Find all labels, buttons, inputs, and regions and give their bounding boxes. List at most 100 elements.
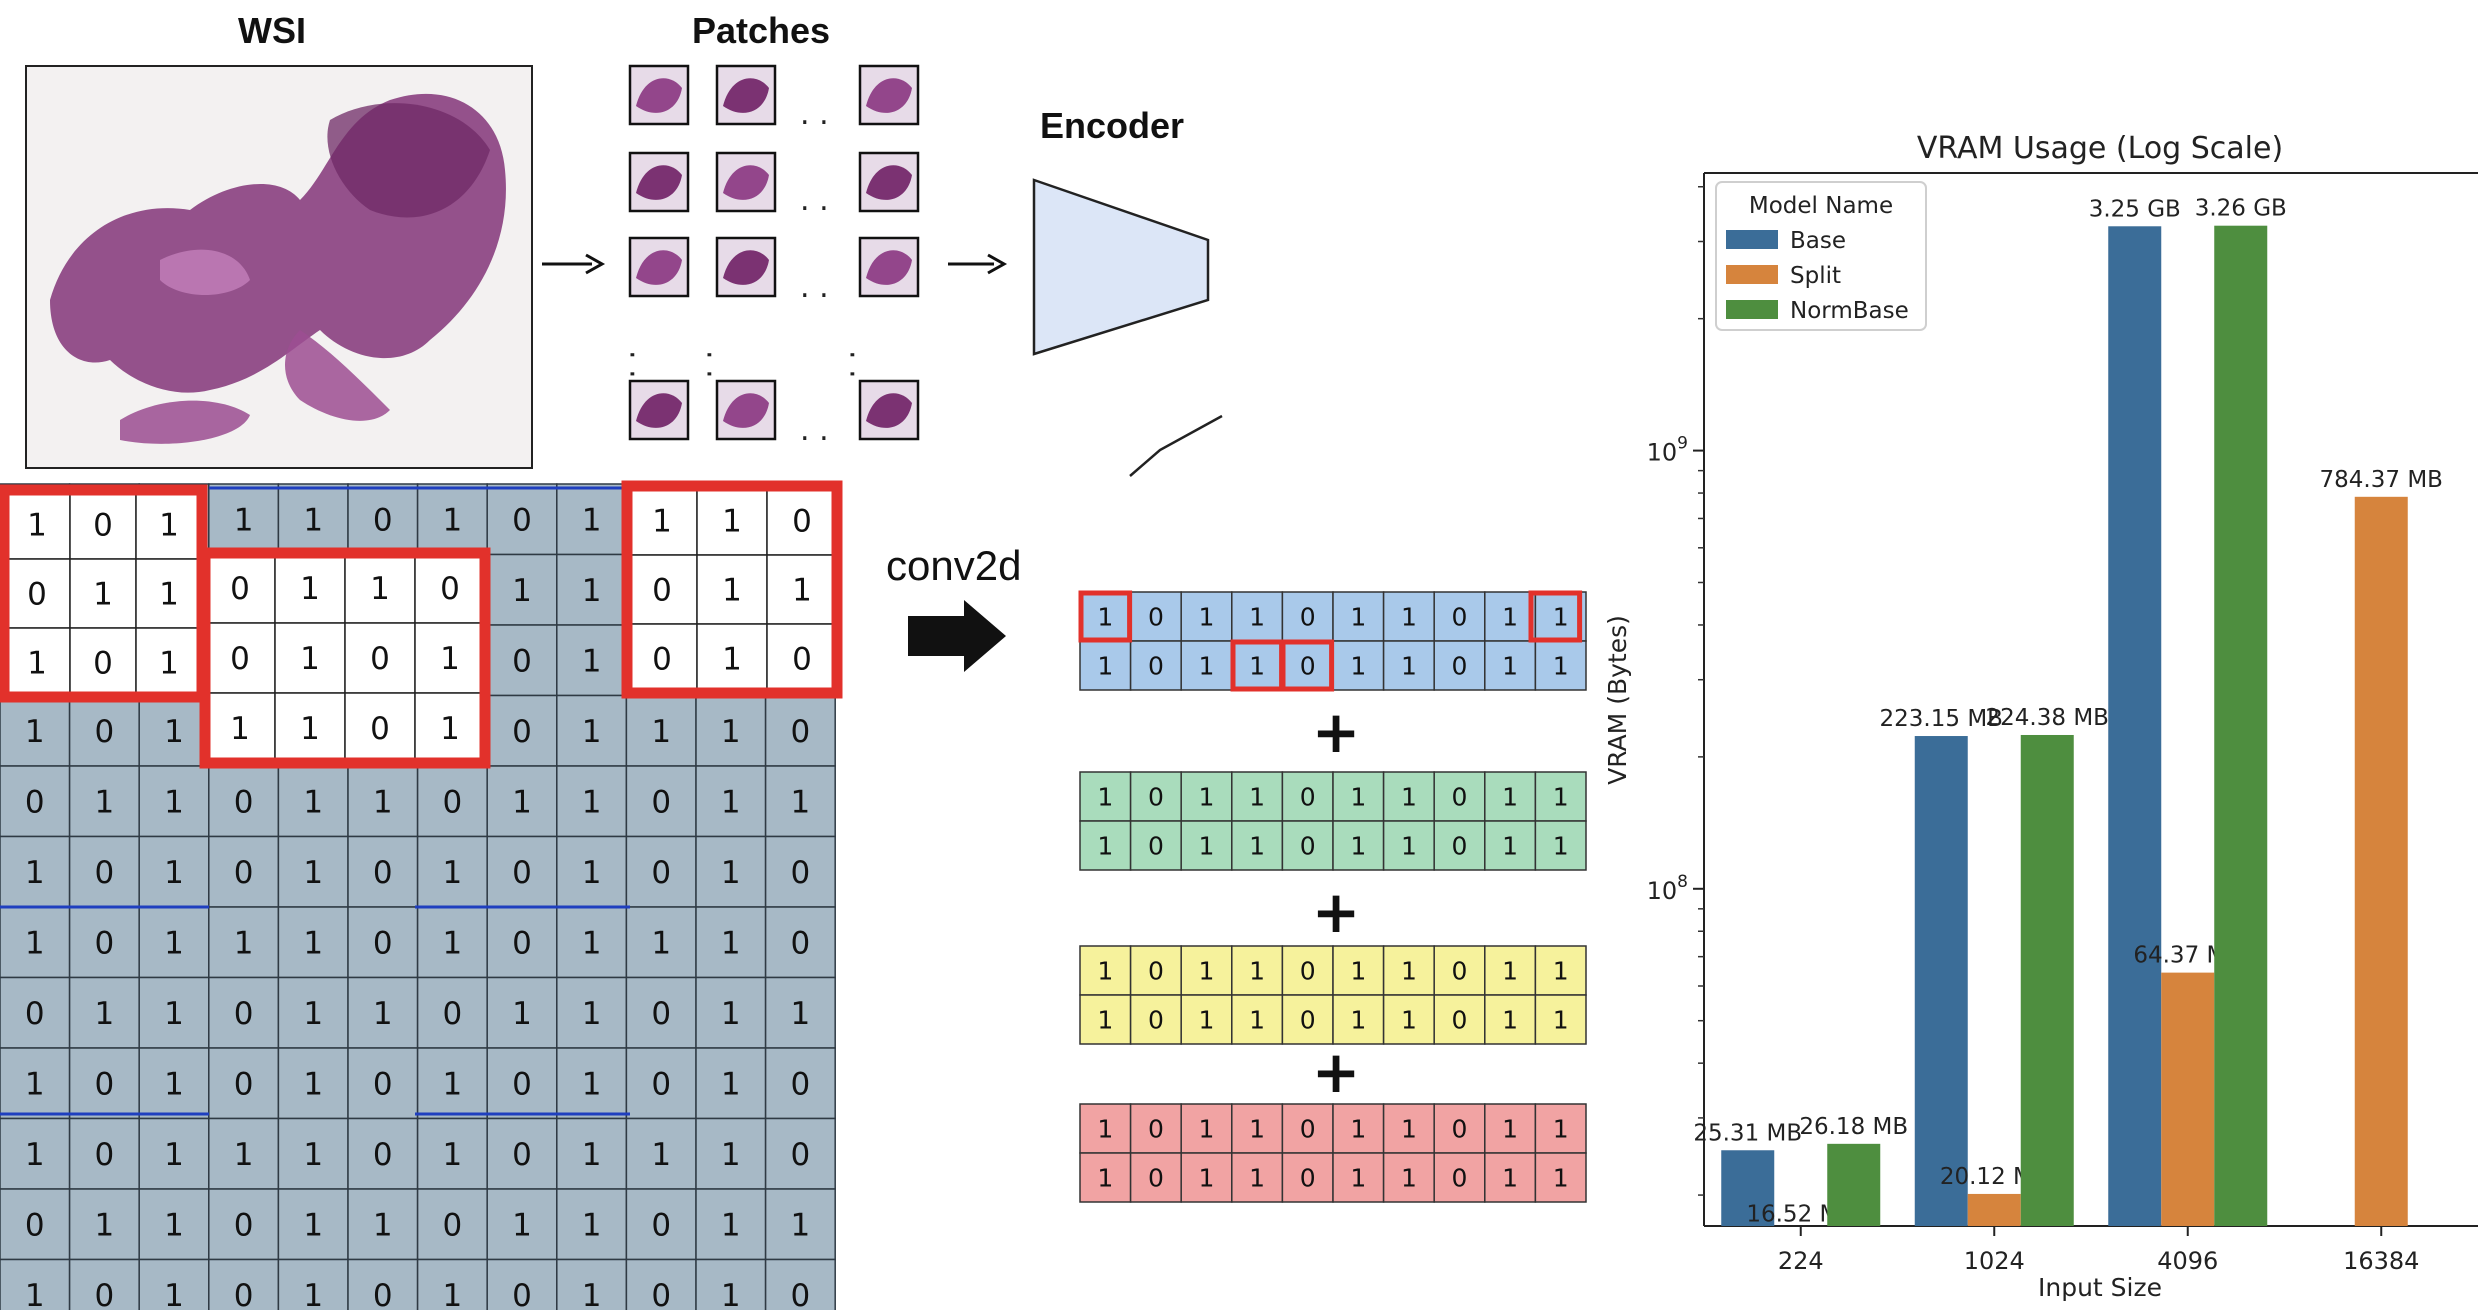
grid-cell-value: 0 <box>25 784 45 820</box>
bar-value-label: 25.31 MB <box>1693 1120 1802 1146</box>
vertical-ellipsis-text: . . <box>700 350 735 379</box>
encoder-shape <box>1032 178 1210 356</box>
patch-grid: . . . . . . . . . . . . . . <box>623 64 920 448</box>
grid-cell-value: 0 <box>651 1278 671 1310</box>
plus-sign: + <box>1312 698 1361 766</box>
patch-tile <box>715 379 777 441</box>
x-axis-label: Input Size <box>2038 1273 2162 1302</box>
strip-cell-value: 0 <box>1300 652 1316 681</box>
strip-cell-value: 1 <box>1097 1006 1113 1035</box>
grid-cell <box>208 976 280 1049</box>
strip-cell <box>1332 994 1385 1045</box>
strip-cell-value: 1 <box>1502 1006 1518 1035</box>
strip-cell-value: 0 <box>1300 603 1316 632</box>
grid-cell-value: 1 <box>303 1207 323 1243</box>
grid-cell <box>0 765 71 838</box>
strip-cell-value: 1 <box>1401 1164 1417 1193</box>
grid-cell <box>764 976 836 1049</box>
grid-cell <box>764 1258 836 1310</box>
diagram: . .. .. .. .. .. .. .1011101011100110110… <box>0 64 1587 1310</box>
grid-cell-value: 0 <box>234 1207 254 1243</box>
strip-cell <box>1281 945 1334 996</box>
strip-cell-value: 1 <box>1350 957 1366 986</box>
patch-tissue <box>866 393 912 428</box>
grid-cell <box>277 483 349 556</box>
grid-cell-value: 1 <box>303 855 323 891</box>
grid-cell <box>695 1258 767 1310</box>
patch-tile <box>858 236 920 298</box>
grid-cell-value: 0 <box>234 784 254 820</box>
grid-cell-value: 1 <box>234 502 254 538</box>
strip-cell <box>1079 820 1132 871</box>
bar-value-label: 3.25 GB <box>2089 196 2181 222</box>
patch-tile <box>628 64 690 126</box>
grid-cell-value: 1 <box>443 925 463 961</box>
patch-frame <box>858 64 920 126</box>
strip-cell-value: 0 <box>1452 783 1468 812</box>
strip-cell-value: 1 <box>1401 652 1417 681</box>
strip-cell-value: 1 <box>1249 603 1265 632</box>
grid-cell <box>208 1188 280 1261</box>
x-tick-label: 1024 <box>1964 1247 2025 1275</box>
grid-cell <box>347 835 419 908</box>
grid-cell-value: 1 <box>651 714 671 750</box>
strip-cell-value: 0 <box>1452 652 1468 681</box>
grid-cell-value: 0 <box>373 925 393 961</box>
strip-cell <box>1433 1103 1486 1154</box>
grid-cell-value: 1 <box>582 784 602 820</box>
grid-cell <box>486 624 558 697</box>
grid-cell <box>347 765 419 838</box>
window-cell-value: 0 <box>792 504 812 540</box>
legend-swatch-split <box>1726 265 1778 284</box>
grid-cell-value: 0 <box>373 502 393 538</box>
grid-cell-value: 1 <box>721 925 741 961</box>
wsi-title: WSI <box>238 10 306 51</box>
grid-cell <box>625 976 697 1049</box>
grid-cell <box>556 976 628 1049</box>
strip-cell <box>1079 994 1132 1045</box>
window-cell-value: 0 <box>93 646 113 682</box>
legend: Model Name Base Split NormBase <box>1715 181 1927 331</box>
strip-cell-value: 1 <box>1553 957 1569 986</box>
plus-sign: + <box>1312 1038 1361 1106</box>
strip-cell-value: 0 <box>1452 603 1468 632</box>
window-cell <box>696 485 768 556</box>
grid-cell <box>68 765 140 838</box>
window-cell-value: 0 <box>230 641 250 677</box>
patch-tile <box>715 151 777 213</box>
strip-cell <box>1332 945 1385 996</box>
patch-tile <box>715 236 777 298</box>
strip-cell-value: 0 <box>1148 652 1164 681</box>
grid-cell-value: 0 <box>443 996 463 1032</box>
strip-cell-value: 1 <box>1553 783 1569 812</box>
strip-cell <box>1433 1152 1486 1203</box>
strip-cell <box>1180 640 1233 691</box>
strip-highlight <box>1280 639 1335 692</box>
grid-cell <box>277 1258 349 1310</box>
grid-cell <box>277 1117 349 1190</box>
grid-cell <box>347 976 419 1049</box>
patch-tissue <box>723 250 769 285</box>
grid-cell <box>764 835 836 908</box>
window-cell-value: 0 <box>370 711 390 747</box>
strip-cell-value: 1 <box>1502 1115 1518 1144</box>
strip-cell <box>1129 945 1182 996</box>
window-cell-value: 0 <box>792 642 812 678</box>
grid-cell-value: 1 <box>164 1207 184 1243</box>
strip-cell-value: 0 <box>1148 783 1164 812</box>
grid-cell-value: 1 <box>164 855 184 891</box>
strip-cell-value: 1 <box>1199 1115 1215 1144</box>
strip-cell-value: 0 <box>1300 1115 1316 1144</box>
window-cell <box>414 622 486 694</box>
legend-swatch-normbase <box>1726 300 1778 319</box>
grid-cell <box>764 1047 836 1120</box>
grid-cell <box>486 694 558 767</box>
grid-cell <box>416 765 488 838</box>
grid-cell-value: 1 <box>234 925 254 961</box>
strip-cell <box>1332 820 1385 871</box>
ellipsis-text: . . <box>800 97 829 132</box>
grid-cell <box>625 1047 697 1120</box>
grid-cell-value: 1 <box>25 925 45 961</box>
strip-cell <box>1129 1152 1182 1203</box>
